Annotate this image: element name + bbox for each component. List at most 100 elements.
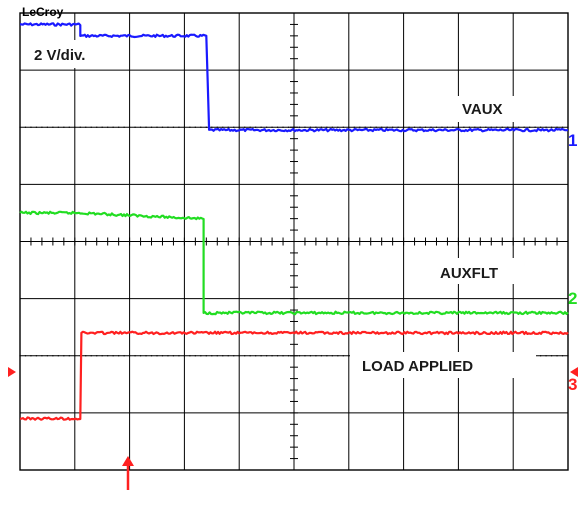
grid-dot: [320, 355, 322, 357]
grid-dot: [298, 126, 301, 128]
grid-dot: [309, 355, 312, 357]
scale-label-box: [22, 40, 124, 68]
grid-dot: [96, 355, 98, 357]
grid-dot: [304, 126, 306, 128]
grid-dot: [293, 126, 295, 128]
grid-dot: [561, 126, 564, 128]
grid-dot: [540, 355, 542, 357]
grid-dot: [304, 355, 306, 357]
grid-dot: [200, 355, 202, 357]
grid-dot: [331, 126, 333, 128]
grid-dot: [194, 126, 196, 128]
grid-dot: [342, 126, 344, 128]
traces: [19, 22, 569, 421]
grid-dot: [79, 126, 81, 128]
grid-dot: [567, 126, 569, 128]
grid-dot: [260, 126, 262, 128]
grid-dot: [501, 126, 503, 128]
grid-dot: [90, 126, 92, 128]
grid-dot: [320, 126, 322, 128]
grid-dot: [485, 126, 487, 128]
grid-dot: [238, 126, 240, 128]
grid-dot: [282, 126, 284, 128]
grid-dot: [68, 126, 70, 128]
grid-dot: [63, 126, 65, 128]
grid-dot: [556, 355, 558, 357]
vaux-trace: [20, 22, 568, 133]
grid-dot: [156, 126, 158, 128]
trigger-point-arrow: [122, 456, 134, 490]
grid-dot: [337, 126, 339, 128]
grid-dot: [129, 126, 131, 128]
grid-dot: [375, 126, 377, 128]
grid-dot: [194, 355, 196, 357]
auxflt-trace: [19, 210, 569, 316]
grid-dot: [129, 355, 131, 357]
grid-dot: [178, 355, 180, 357]
grid-dot: [107, 355, 109, 357]
grid-dot: [287, 355, 290, 357]
grid-dot: [161, 126, 164, 128]
grid-dot: [35, 126, 38, 128]
grid-dot: [403, 126, 405, 128]
grid-dot: [266, 355, 268, 357]
grid-dot: [74, 126, 76, 128]
grid-dot: [556, 126, 558, 128]
grid-dot: [227, 126, 229, 128]
grid-dot: [534, 126, 536, 128]
grid-dot: [90, 355, 92, 357]
grid-dot: [518, 126, 520, 128]
grid-dot: [216, 126, 218, 128]
grid-dot: [150, 355, 153, 357]
channel-2-marker: 2: [568, 289, 577, 308]
grid-dot: [172, 126, 175, 128]
grid-dot: [145, 355, 147, 357]
grid-dot: [227, 355, 229, 357]
grid-dot: [189, 126, 191, 128]
grid-dot: [315, 355, 317, 357]
auxflt-label-box: [432, 258, 522, 284]
grid-dot: [216, 355, 218, 357]
grid-dot: [30, 355, 32, 357]
grid-dot: [249, 126, 251, 128]
grid-dot: [348, 355, 350, 357]
grid-dot: [205, 355, 207, 357]
grid-dot: [474, 126, 476, 128]
grid-dot: [249, 355, 251, 357]
grid-dot: [112, 355, 114, 357]
grid-dot: [24, 126, 27, 128]
grid-dot: [167, 126, 169, 128]
grid-dot: [298, 355, 301, 357]
grid-dot: [353, 126, 355, 128]
grid-dot: [200, 126, 202, 128]
grid-dot: [101, 355, 103, 357]
grid-dot: [222, 126, 224, 128]
grid-dot: [211, 126, 213, 128]
grid-dot: [63, 355, 65, 357]
load-applied-label: LOAD APPLIED: [362, 358, 473, 375]
grid-dot: [167, 355, 169, 357]
grid-dot: [107, 126, 109, 128]
grid-dot: [331, 355, 333, 357]
grid-dot: [123, 355, 125, 357]
grid-dot: [52, 126, 54, 128]
grid-dot: [550, 126, 553, 128]
auxflt-label: AUXFLT: [440, 265, 498, 282]
grid-dot: [441, 126, 443, 128]
grid-dot: [46, 126, 48, 128]
grid-dot: [567, 355, 569, 357]
grid-dot: [315, 126, 317, 128]
brand-label: LeCroy: [22, 5, 64, 19]
grid-dot: [282, 355, 284, 357]
grid-dot: [156, 355, 158, 357]
grid-dot: [68, 355, 70, 357]
grid-dot: [435, 126, 438, 128]
grid-dot: [540, 126, 542, 128]
grid-dot: [74, 355, 76, 357]
grid-dot: [381, 126, 383, 128]
grid-dot: [430, 126, 432, 128]
grid-dot: [19, 355, 21, 357]
grid-dot: [255, 355, 257, 357]
grid-dot: [118, 126, 120, 128]
